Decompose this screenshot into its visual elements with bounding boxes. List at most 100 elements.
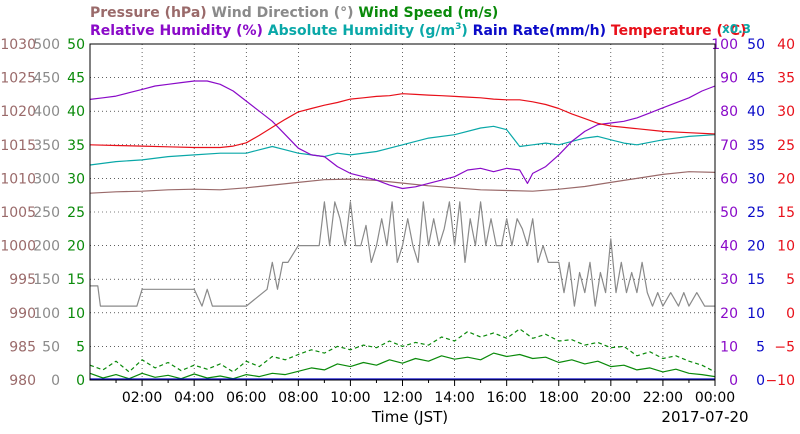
x-tick-label: 22:00: [643, 390, 683, 406]
tick-label-humidity: 20: [720, 306, 738, 322]
legend-item: Pressure (hPa): [90, 5, 207, 21]
tick-label-rain_rate: 20: [747, 239, 765, 255]
legend-item-tail: ): [461, 23, 467, 39]
series-lines: [89, 80, 716, 380]
legend-superscript: 3: [455, 22, 461, 32]
tick-label-pressure: 1005: [0, 205, 36, 221]
tick-label-rain_rate: 45: [747, 71, 765, 87]
tick-label-humidity: 30: [720, 272, 738, 288]
tick-label-pressure: 1030: [0, 37, 36, 53]
tick-label-rain_rate: 10: [747, 306, 765, 322]
tick-label-rain_rate: 15: [747, 272, 765, 288]
date-label: 2017-07-20: [661, 408, 748, 426]
tick-label-wind_direction: 50: [42, 339, 60, 355]
tick-label-temperature: 20: [777, 171, 795, 187]
legend-row-1: Pressure (hPa) Wind Direction (°) Wind S…: [90, 5, 498, 21]
tick-label-pressure: 1020: [0, 104, 36, 120]
legend-item: Wind Speed (m/s): [354, 5, 499, 21]
x-tick-label: 18:00: [539, 390, 579, 406]
legend-item: Rain Rate(mm/h): [468, 23, 606, 39]
multiplier-label: x0.3: [722, 22, 751, 36]
legend-item: Absolute Humidity (g/m: [263, 23, 455, 39]
x-tick-label: 08:00: [278, 390, 318, 406]
tick-label-rain_rate: 25: [747, 205, 765, 221]
tick-label-wind_direction: 300: [33, 171, 60, 187]
tick-label-humidity: 50: [720, 205, 738, 221]
tick-label-wind_direction: 200: [33, 239, 60, 255]
tick-label-temperature: 35: [777, 71, 795, 87]
x-tick-label: 12:00: [382, 390, 422, 406]
tick-label-pressure: 985: [9, 339, 36, 355]
tick-label-temperature: 0: [786, 306, 795, 322]
tick-label-wind_speed: 35: [67, 138, 85, 154]
x-tick-label: 14:00: [434, 390, 474, 406]
legend-item: Wind Direction (°): [207, 5, 354, 21]
legend: Pressure (hPa) Wind Direction (°) Wind S…: [90, 5, 751, 39]
tick-label-wind_direction: 500: [33, 37, 60, 53]
series-wind_direction-line: [90, 201, 715, 307]
legend-item: Relative Humidity (%): [90, 23, 263, 39]
series-humidity-line: [89, 125, 716, 166]
series-pressure-line: [89, 171, 716, 194]
tick-label-wind_speed: 15: [67, 272, 85, 288]
tick-label-wind_speed: 5: [76, 339, 85, 355]
x-axis-label: Time (JST): [371, 408, 448, 426]
tick-label-wind_speed: 40: [67, 104, 85, 120]
tick-label-humidity: 10: [720, 339, 738, 355]
x-tick-label: 02:00: [122, 390, 162, 406]
tick-label-pressure: 990: [9, 306, 36, 322]
tick-label-wind_speed: 20: [67, 239, 85, 255]
tick-label-temperature: 10: [777, 239, 795, 255]
tick-label-humidity: 80: [720, 104, 738, 120]
x-tick-label: 06:00: [226, 390, 266, 406]
tick-label-rain_rate: 30: [747, 171, 765, 187]
tick-label-pressure: 1000: [0, 239, 36, 255]
series-temperature-line: [89, 93, 716, 149]
tick-label-humidity: 40: [720, 239, 738, 255]
tick-label-temperature: 15: [777, 205, 795, 221]
tick-label-humidity: 0: [729, 373, 738, 389]
series-wind_speed-line: [89, 328, 716, 373]
tick-label-pressure: 1015: [0, 138, 36, 154]
tick-label-rain_rate: 35: [747, 138, 765, 154]
tick-label-wind_direction: 350: [33, 138, 60, 154]
series-wind_speed-line: [89, 352, 716, 380]
tick-label-pressure: 980: [9, 373, 36, 389]
legend-row-2: Relative Humidity (%) Absolute Humidity …: [90, 22, 747, 39]
series-humidity-line: [89, 80, 716, 190]
tick-label-temperature: 40: [777, 37, 795, 53]
tick-label-temperature: 5: [786, 272, 795, 288]
x-tick-label: 16:00: [486, 390, 526, 406]
tick-label-wind_speed: 0: [76, 373, 85, 389]
tick-label-temperature: −10: [765, 373, 795, 389]
x-tick-label: 04:00: [174, 390, 214, 406]
tick-label-wind_direction: 250: [33, 205, 60, 221]
tick-label-wind_direction: 150: [33, 272, 60, 288]
tick-label-rain_rate: 5: [756, 339, 765, 355]
tick-label-temperature: −5: [774, 339, 795, 355]
x-tick-label: 10:00: [330, 390, 370, 406]
tick-label-rain_rate: 50: [747, 37, 765, 53]
legend-item: Temperature (°C): [606, 23, 747, 39]
x-tick-label: 00:00: [695, 390, 735, 406]
tick-label-wind_direction: 0: [51, 373, 60, 389]
tick-label-temperature: 30: [777, 104, 795, 120]
tick-label-humidity: 60: [720, 171, 738, 187]
tick-label-wind_speed: 45: [67, 71, 85, 87]
tick-label-pressure: 995: [9, 272, 36, 288]
grid: [90, 44, 715, 380]
tick-label-humidity: 90: [720, 71, 738, 87]
tick-label-wind_direction: 450: [33, 71, 60, 87]
tick-label-humidity: 70: [720, 138, 738, 154]
tick-label-wind_speed: 25: [67, 205, 85, 221]
tick-label-pressure: 1025: [0, 71, 36, 87]
tick-label-wind_speed: 10: [67, 306, 85, 322]
tick-label-wind_speed: 30: [67, 171, 85, 187]
tick-label-humidity: 100: [711, 37, 738, 53]
x-tick-label: 20:00: [591, 390, 631, 406]
tick-label-rain_rate: 40: [747, 104, 765, 120]
tick-label-wind_direction: 400: [33, 104, 60, 120]
